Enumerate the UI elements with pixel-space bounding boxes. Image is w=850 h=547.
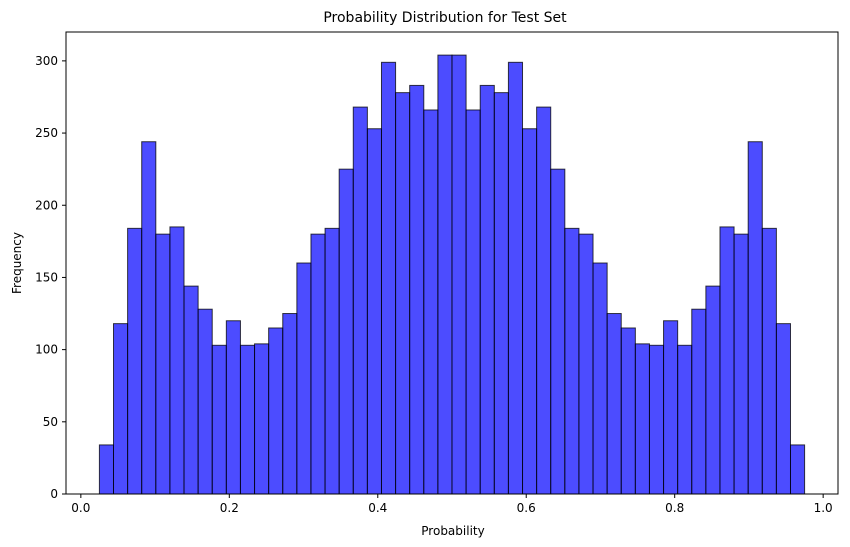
y-tick-label: 100 bbox=[35, 343, 58, 357]
histogram-bar bbox=[578, 233, 594, 495]
histogram-bar bbox=[141, 141, 157, 495]
x-tick-label: 0.6 bbox=[517, 501, 536, 515]
histogram-bar bbox=[366, 128, 382, 495]
histogram-bar bbox=[761, 227, 777, 495]
histogram-bar bbox=[536, 106, 552, 495]
histogram-bar bbox=[789, 444, 806, 495]
histogram-bar bbox=[338, 168, 354, 495]
x-tick-label: 1.0 bbox=[814, 501, 833, 515]
histogram-bar bbox=[225, 320, 241, 495]
histogram-bar bbox=[775, 323, 791, 495]
histogram-bar bbox=[113, 323, 129, 495]
y-tick-label: 50 bbox=[43, 415, 58, 429]
histogram-bar bbox=[733, 233, 749, 495]
histogram-bar bbox=[395, 92, 411, 495]
x-tick-label: 0.2 bbox=[220, 501, 239, 515]
x-tick-label: 0.4 bbox=[368, 501, 387, 515]
chart-title: Probability Distribution for Test Set bbox=[323, 10, 567, 26]
histogram-bar bbox=[648, 344, 665, 495]
bars-group bbox=[98, 54, 806, 495]
y-tick-label: 0 bbox=[50, 487, 58, 501]
histogram-bar bbox=[169, 226, 185, 495]
y-tick-label: 200 bbox=[35, 198, 58, 212]
histogram-bar bbox=[493, 92, 509, 495]
histogram-bar bbox=[747, 141, 763, 495]
histogram-bar bbox=[380, 61, 397, 495]
histogram-bar bbox=[98, 444, 115, 495]
histogram-bar bbox=[155, 233, 171, 495]
histogram-bar bbox=[409, 84, 425, 495]
histogram-bar bbox=[197, 308, 213, 495]
histogram-bar bbox=[522, 128, 538, 495]
histogram-bar bbox=[310, 233, 326, 495]
x-tick-label: 0.0 bbox=[71, 501, 90, 515]
histogram-bar bbox=[437, 54, 453, 495]
histogram-bar bbox=[183, 285, 199, 495]
histogram-bar bbox=[254, 343, 270, 495]
plot-frame bbox=[65, 31, 839, 495]
histogram-bar bbox=[677, 344, 693, 495]
histogram-bar bbox=[634, 343, 650, 495]
histogram-bar bbox=[282, 313, 298, 495]
histogram-bar bbox=[479, 84, 495, 495]
histogram-bar bbox=[423, 109, 439, 495]
histogram-bar bbox=[705, 285, 721, 495]
histogram-bar bbox=[507, 61, 524, 495]
histogram-bar bbox=[451, 54, 467, 495]
histogram-bar bbox=[620, 327, 636, 495]
histogram-bar bbox=[719, 226, 735, 495]
histogram-bar bbox=[296, 262, 312, 495]
y-tick-label: 150 bbox=[35, 270, 58, 284]
histogram-bar bbox=[564, 227, 580, 495]
histogram-bar bbox=[465, 109, 481, 495]
histogram-bar bbox=[663, 320, 679, 495]
y-tick-label: 300 bbox=[35, 54, 58, 68]
x-axis-title: Probability bbox=[421, 524, 484, 538]
histogram-bar bbox=[324, 227, 340, 495]
x-tick-label: 0.8 bbox=[665, 501, 684, 515]
y-tick-label: 250 bbox=[35, 126, 58, 140]
histogram-bar bbox=[127, 227, 143, 495]
histogram-bar bbox=[211, 344, 227, 495]
y-axis-title: Frequency bbox=[10, 232, 24, 294]
histogram-bar bbox=[592, 262, 608, 495]
histogram-bar bbox=[268, 327, 284, 495]
histogram-bar bbox=[352, 106, 368, 495]
axes-group: 0.0 0.2 0.4 0.6 0.8 1.0 0 50 100 150 200 250 300 bbox=[35, 31, 839, 515]
histogram-bar bbox=[550, 168, 566, 495]
histogram-bar bbox=[691, 308, 707, 495]
histogram-bar bbox=[239, 344, 256, 495]
histogram-bar bbox=[606, 313, 622, 495]
